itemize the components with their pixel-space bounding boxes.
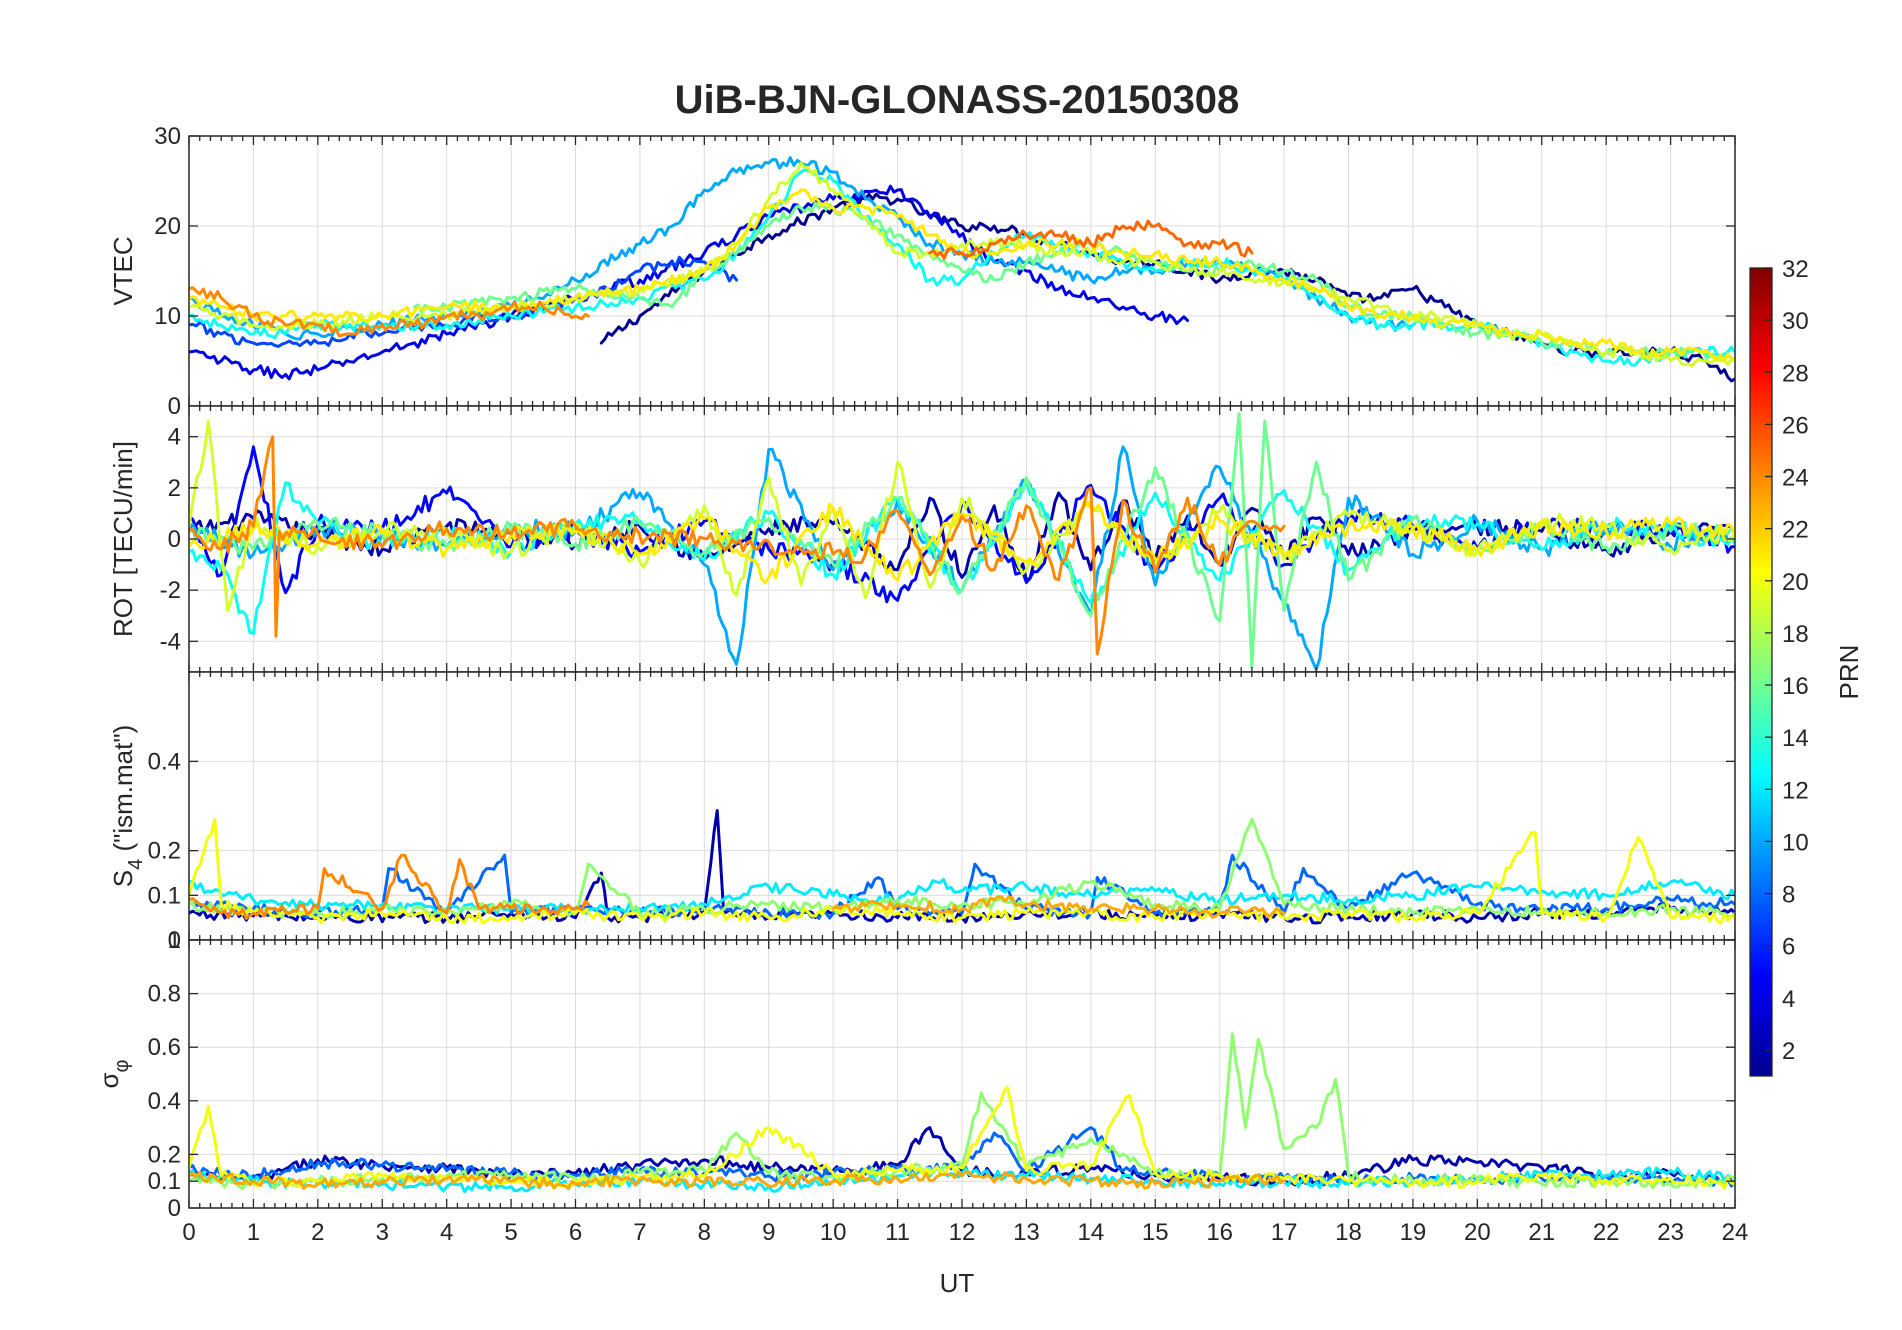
colorbar-label: PRN (1834, 645, 1864, 700)
x-tick-label: 1 (247, 1219, 260, 1246)
panel-s4-traces (189, 809, 1735, 925)
x-tick-label: 6 (569, 1219, 582, 1246)
y-tick-label: 30 (154, 123, 181, 150)
panel-vtec: 0 10 20 30 VTEC (108, 123, 1736, 420)
y-tick-label: 1 (168, 927, 181, 954)
x-tick-label: 2 (311, 1219, 324, 1246)
y-tick-label: 2 (168, 475, 181, 502)
x-tick-label: 0 (182, 1219, 195, 1246)
series-prn-4 (189, 184, 1189, 381)
series-prn-21 (189, 502, 1735, 585)
panel-rot: -4 -2 0 2 4 ROT [TECU/min] (108, 405, 1736, 673)
series-prn-17 (189, 1032, 1735, 1191)
y-tick-label: 4 (168, 424, 181, 451)
colorbar-tick-label: 16 (1782, 673, 1809, 700)
panel-rot-traces (189, 412, 1735, 671)
colorbar-tick-label: 24 (1782, 465, 1809, 492)
series-prn-23 (189, 1170, 1286, 1190)
panel-vtec-traces (189, 156, 1735, 383)
y-tick-label: 0.2 (148, 1141, 181, 1168)
chart-title: UiB-BJN-GLONASS-20150308 (675, 78, 1240, 122)
x-tick-label: 23 (1657, 1219, 1684, 1246)
y-tick-label: 0.8 (148, 981, 181, 1008)
series-prn-24 (189, 853, 590, 920)
x-tick-label: 5 (504, 1219, 517, 1246)
x-tick-label: 12 (949, 1219, 976, 1246)
x-tick-label: 11 (885, 1219, 910, 1246)
x-tick-label: 18 (1335, 1219, 1362, 1246)
series-prn-25 (928, 219, 1254, 260)
x-tick-label: 7 (633, 1219, 646, 1246)
x-axis-label: UT (940, 1268, 975, 1298)
colorbar-tick-label: 12 (1782, 777, 1809, 804)
x-tick-label: 22 (1593, 1219, 1620, 1246)
y-tick-label: 0.2 (148, 838, 181, 865)
colorbar-tick-label: 14 (1782, 725, 1809, 752)
colorbar-tick-label: 26 (1782, 412, 1809, 439)
x-tick-label: 19 (1400, 1219, 1427, 1246)
x-tick-label: 4 (440, 1219, 453, 1246)
panel-sigma_phi-traces (189, 1032, 1735, 1194)
series-prn-23 (831, 895, 1286, 919)
x-tick-label: 15 (1142, 1219, 1169, 1246)
colorbar-tick-label: 2 (1782, 1038, 1795, 1065)
series-prn-20 (189, 817, 1735, 925)
y-tick-label: 10 (154, 303, 181, 330)
y-tick-label: -4 (160, 628, 181, 655)
x-tick-label: 21 (1528, 1219, 1555, 1246)
x-tick-label: 24 (1722, 1219, 1749, 1246)
x-tick-label: 14 (1077, 1219, 1104, 1246)
y-tick-label: 0 (168, 1195, 181, 1222)
y-tick-label: 0 (168, 526, 181, 553)
y-axis-label-s4: S4 ("ism.mat") (108, 725, 147, 887)
series-prn-2 (189, 1126, 1735, 1187)
y-tick-label: -2 (160, 577, 181, 604)
y-tick-label: 0.1 (148, 1168, 181, 1195)
y-tick-label: 0.4 (148, 748, 181, 775)
series-prn-7 (189, 255, 738, 348)
x-tick-label: 9 (762, 1219, 775, 1246)
y-axis-label-sigma_phi: σφ (94, 1059, 133, 1088)
x-tick-label: 17 (1271, 1219, 1298, 1246)
x-tick-label: 20 (1464, 1219, 1491, 1246)
x-tick-label: 3 (376, 1219, 389, 1246)
colorbar-tick-label: 18 (1782, 621, 1809, 648)
y-axis-label-rot: ROT [TECU/min] (108, 441, 138, 637)
y-tick-label: 0 (168, 927, 181, 954)
panel-s4: 0 0.1 0.2 0.4S4 ("ism.mat") (108, 671, 1736, 954)
colorbar-tick-label: 30 (1782, 308, 1809, 335)
x-tick-label: 16 (1206, 1219, 1233, 1246)
colorbar-tick-label: 20 (1782, 569, 1809, 596)
y-tick-label: 0.4 (148, 1088, 181, 1115)
y-tick-label: 0.6 (148, 1034, 181, 1061)
series-prn-24 (189, 435, 1286, 656)
series-prn-24 (189, 286, 590, 338)
colorbar-tick-label: 8 (1782, 882, 1795, 909)
x-axis-ticks: 0 1 2 3 4 5 6 7 8 9 10 11 12 13 14 15 16 17 18 19 20 21 22 23 24 (182, 1219, 1748, 1246)
y-tick-label: 0.1 (148, 882, 181, 909)
colorbar-tick-label: 6 (1782, 934, 1795, 961)
x-tick-label: 8 (698, 1219, 711, 1246)
y-tick-label: 20 (154, 213, 181, 240)
x-tick-label: 13 (1013, 1219, 1040, 1246)
y-axis-label-vtec: VTEC (108, 236, 138, 305)
colorbar-tick-label: 28 (1782, 360, 1809, 387)
colorbar-gradient (1749, 267, 1773, 1077)
colorbar-tick-label: 22 (1782, 517, 1809, 544)
x-tick-label: 10 (820, 1219, 847, 1246)
colorbar-tick-label: 32 (1782, 256, 1809, 283)
colorbar-tick-label: 4 (1782, 986, 1795, 1013)
y-tick-label: 0 (168, 393, 181, 420)
colorbar-tick-label: 10 (1782, 829, 1809, 856)
